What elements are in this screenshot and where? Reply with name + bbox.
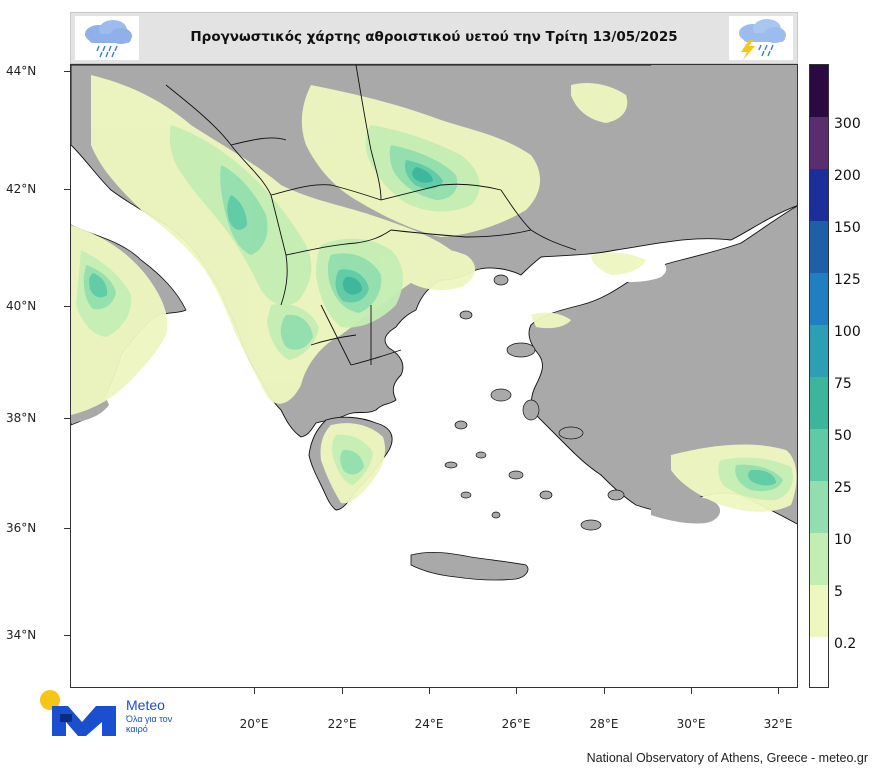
legend-swatch [810,533,828,585]
lon-tick-label: 30°E [676,717,706,731]
land-southern-turkey-coast [651,495,721,524]
legend-label: 125 [834,272,861,288]
precipitation-legend [809,64,829,688]
map-canvas [71,65,797,687]
lat-tick-label: 40°N [6,299,37,313]
lon-tick-label: 28°E [589,717,619,731]
land-crete [410,551,529,581]
lat-tick-label: 34°N [6,628,37,642]
legend-label: 10 [834,532,852,548]
legend-swatch [810,429,828,481]
lon-tick-label: 20°E [239,717,269,731]
legend-swatch [810,221,828,273]
aegean-islands [444,274,625,531]
lat-tick-label: 38°N [6,411,37,425]
legend-swatch [810,65,828,117]
lat-tick-mark [64,71,70,72]
lon-tick-label: 22°E [327,717,357,731]
precipitation-map [70,64,798,688]
lon-tick-mark [516,688,517,694]
legend-swatch [810,585,828,637]
lon-tick-mark [254,688,255,694]
legend-label: 200 [834,168,861,184]
legend-label: 75 [834,376,852,392]
lat-tick-mark [64,418,70,419]
legend-swatch [810,273,828,325]
rain-cloud-icon [75,16,139,60]
logo-tagline: Όλα για τον καιρό [126,714,173,734]
lon-tick-mark [604,688,605,694]
lat-tick-label: 42°N [6,182,37,196]
legend-label: 0.2 [834,636,857,652]
legend-swatch [810,377,828,429]
lon-tick-label: 32°E [763,717,793,731]
legend-swatch [810,637,828,687]
legend-swatch [810,325,828,377]
lon-tick-mark [342,688,343,694]
lat-tick-mark [64,189,70,190]
sea-black-sea [651,65,797,227]
country-borders [165,65,577,366]
lon-tick-label: 24°E [414,717,444,731]
lat-tick-mark [64,528,70,529]
lon-tick-mark [778,688,779,694]
legend-label: 150 [834,220,861,236]
lat-tick-mark [64,306,70,307]
credit-text: National Observatory of Athens, Greece -… [586,751,868,765]
legend-swatch [810,481,828,533]
map-title: Προγνωστικός χάρτης αθροιστικού υετού τη… [190,29,678,45]
lat-tick-mark [64,635,70,636]
legend-label: 5 [834,584,843,600]
legend-label: 25 [834,480,852,496]
lon-tick-mark [691,688,692,694]
thunderstorm-cloud-icon [729,16,793,60]
legend-label: 100 [834,324,861,340]
legend-swatch [810,117,828,169]
legend-label: 300 [834,116,861,132]
lat-tick-label: 36°N [6,521,37,535]
logo-name: Meteo [126,697,165,713]
legend-swatch [810,169,828,221]
lon-tick-label: 26°E [501,717,531,731]
precip-level-75 [342,167,433,295]
lat-tick-label: 44°N [6,64,37,78]
map-header: Προγνωστικός χάρτης αθροιστικού υετού τη… [70,12,798,64]
lon-tick-mark [429,688,430,694]
meteo-logo [38,688,188,740]
legend-label: 50 [834,428,852,444]
